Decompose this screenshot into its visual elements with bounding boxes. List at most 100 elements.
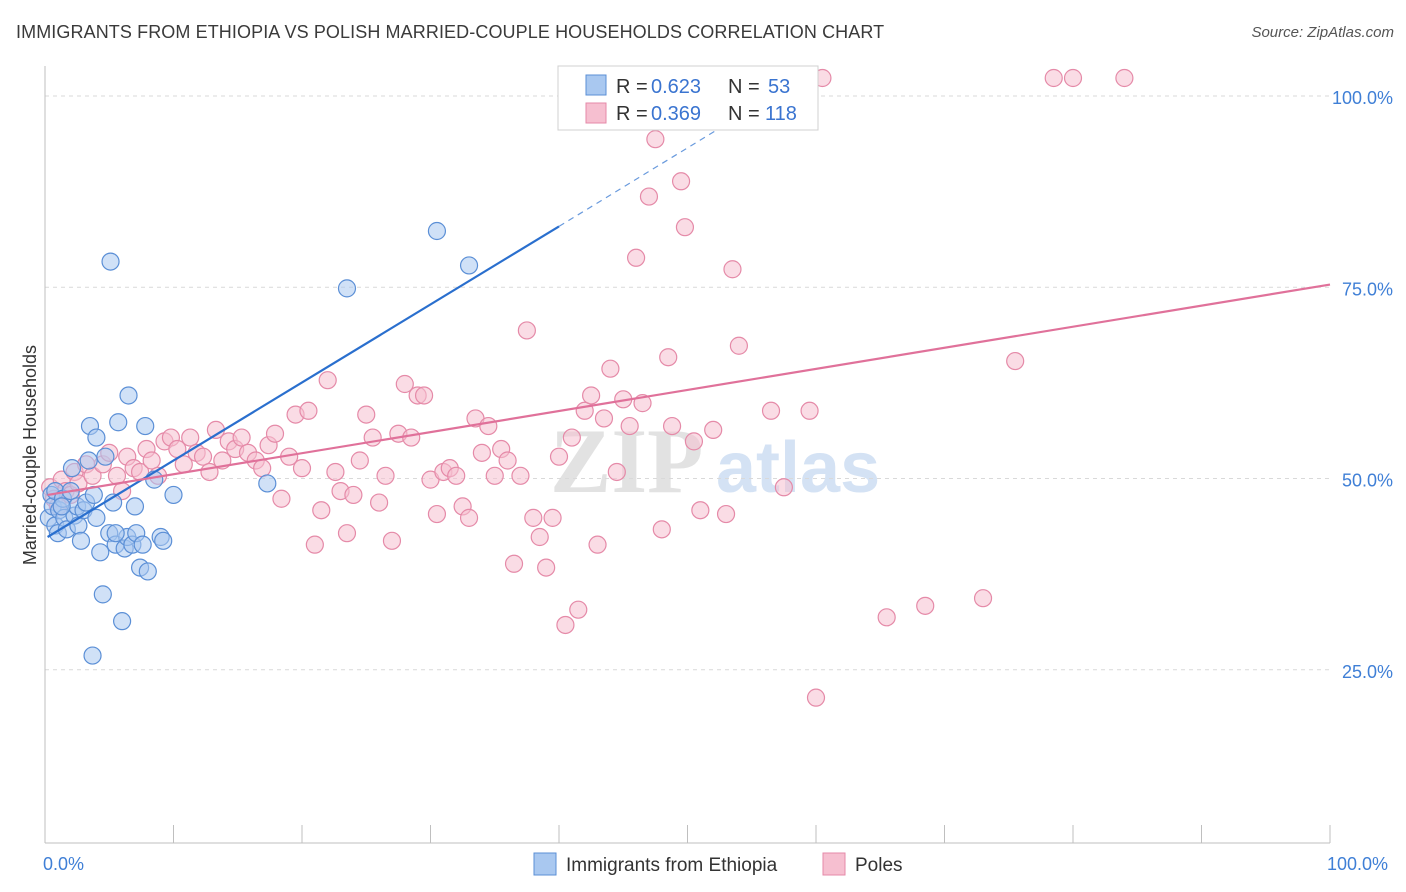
y-axis-title: Married-couple Households — [20, 345, 40, 565]
poles-point-50 — [350, 451, 369, 470]
poles-point-38 — [272, 489, 291, 508]
ethiopia-point-40 — [136, 416, 155, 436]
poles-point-37 — [265, 424, 285, 443]
poles-point-106 — [723, 260, 742, 279]
poles-point-86 — [582, 386, 601, 405]
poles-point-98 — [659, 348, 678, 367]
poles-point-60 — [414, 386, 434, 405]
legend-n-value-ethiopia: 53 — [768, 76, 790, 98]
poles-point-57 — [395, 374, 414, 394]
bottom-legend-swatch-poles — [822, 852, 846, 876]
y-tick-label-25: 25.0% — [1342, 662, 1393, 682]
legend-r-value-poles: 0.369 — [651, 103, 701, 125]
bottom-legend-swatch-ethiopia — [533, 852, 557, 876]
poles-point-117 — [1044, 68, 1063, 88]
poles-point-55 — [382, 531, 402, 550]
ethiopia-point-36 — [125, 497, 145, 516]
ethiopia-point-44 — [154, 531, 173, 550]
poles-point-112 — [806, 688, 826, 707]
poles-point-69 — [472, 443, 491, 462]
ethiopia-trend-line — [46, 225, 560, 538]
poles-point-65 — [447, 466, 466, 485]
poles-point-35 — [253, 459, 272, 478]
poles-point-103 — [691, 501, 710, 520]
ethiopia-point-23 — [91, 543, 110, 562]
poles-point-45 — [318, 371, 337, 390]
watermark-atlas: atlas — [716, 428, 880, 508]
axes — [44, 66, 1331, 844]
ethiopia-point-34 — [119, 386, 138, 405]
poles-point-70 — [479, 416, 498, 436]
ethiopia-point-22 — [87, 508, 106, 527]
ethiopia-point-45 — [164, 485, 183, 505]
poles-point-90 — [607, 462, 626, 482]
poles-point-118 — [1063, 68, 1083, 88]
ethiopia-point-49 — [337, 279, 357, 298]
poles-point-84 — [569, 600, 588, 619]
y-tick-label-50: 50.0% — [1342, 471, 1393, 491]
ethiopia-point-51 — [459, 256, 479, 275]
poles-point-81 — [549, 447, 569, 466]
ethiopia-point-25 — [96, 447, 115, 466]
poles-point-71 — [485, 466, 504, 485]
poles-point-32 — [232, 428, 251, 447]
ethiopia-point-41 — [138, 562, 157, 581]
ethiopia-point-18 — [79, 451, 98, 470]
ethiopia-point-27 — [101, 252, 120, 271]
legend-n-value-poles: 118 — [765, 103, 797, 125]
poles-point-67 — [459, 508, 479, 527]
poles-point-88 — [594, 409, 614, 428]
series-legend: Immigrants from Ethiopia Poles — [533, 852, 903, 876]
y-tick-labels: 25.0% 50.0% 75.0% 100.0% — [1332, 88, 1393, 682]
poles-point-26 — [193, 447, 213, 466]
poles-point-54 — [376, 466, 395, 485]
legend-n-label-ethiopia: N = — [728, 76, 760, 98]
poles-point-73 — [498, 451, 517, 470]
poles-point-100 — [671, 172, 691, 191]
poles-point-99 — [662, 416, 682, 436]
legend-r-label-poles: R = — [616, 103, 648, 125]
poles-trend-line — [47, 283, 1331, 497]
ethiopia-point-14 — [69, 516, 88, 535]
poles-point-43 — [305, 535, 324, 554]
ethiopia-point-46 — [106, 524, 125, 543]
poles-point-74 — [504, 554, 524, 573]
poles-point-78 — [530, 527, 549, 547]
source-label: Source: ZipAtlas.com — [1251, 24, 1394, 41]
poles-point-119 — [1115, 68, 1134, 88]
bottom-legend-label-poles: Poles — [855, 855, 903, 876]
poles-point-115 — [973, 589, 993, 608]
poles-point-49 — [344, 485, 363, 505]
poles-point-104 — [704, 420, 723, 439]
legend-r-label-ethiopia: R = — [616, 76, 648, 98]
poles-point-76 — [517, 321, 536, 340]
ethiopia-point-48 — [258, 474, 277, 493]
poles-point-83 — [562, 428, 581, 447]
poles-point-42 — [299, 401, 318, 420]
ethiopia-point-47 — [83, 646, 102, 665]
poles-point-109 — [774, 478, 793, 497]
poles-point-97 — [652, 520, 671, 539]
x-tick-label-min: 0.0% — [43, 854, 84, 874]
ethiopia-point-42 — [145, 470, 164, 489]
poles-point-101 — [675, 218, 695, 237]
poles-point-108 — [761, 401, 781, 420]
y-tick-label-100: 100.0% — [1332, 88, 1393, 108]
legend-r-value-ethiopia: 0.623 — [651, 76, 701, 98]
ethiopia-point-21 — [87, 428, 106, 447]
y-tick-label-75: 75.0% — [1342, 279, 1393, 299]
ethiopia-point-15 — [71, 531, 91, 550]
poles-point-18 — [142, 451, 161, 470]
ethiopia-point-24 — [93, 585, 112, 604]
poles-point-51 — [357, 405, 376, 424]
bottom-legend-label-ethiopia: Immigrants from Ethiopia — [566, 855, 778, 876]
ethiopia-point-11 — [62, 459, 82, 478]
poles-point-41 — [292, 459, 312, 478]
poles-point-82 — [556, 615, 575, 635]
chart-title: IMMIGRANTS FROM ETHIOPIA VS POLISH MARRI… — [16, 22, 885, 42]
poles-point-87 — [588, 535, 607, 554]
poles-points — [41, 68, 1134, 707]
legend-n-label-poles: N = — [728, 103, 760, 125]
poles-point-48 — [337, 524, 357, 543]
poles-point-58 — [402, 428, 421, 447]
